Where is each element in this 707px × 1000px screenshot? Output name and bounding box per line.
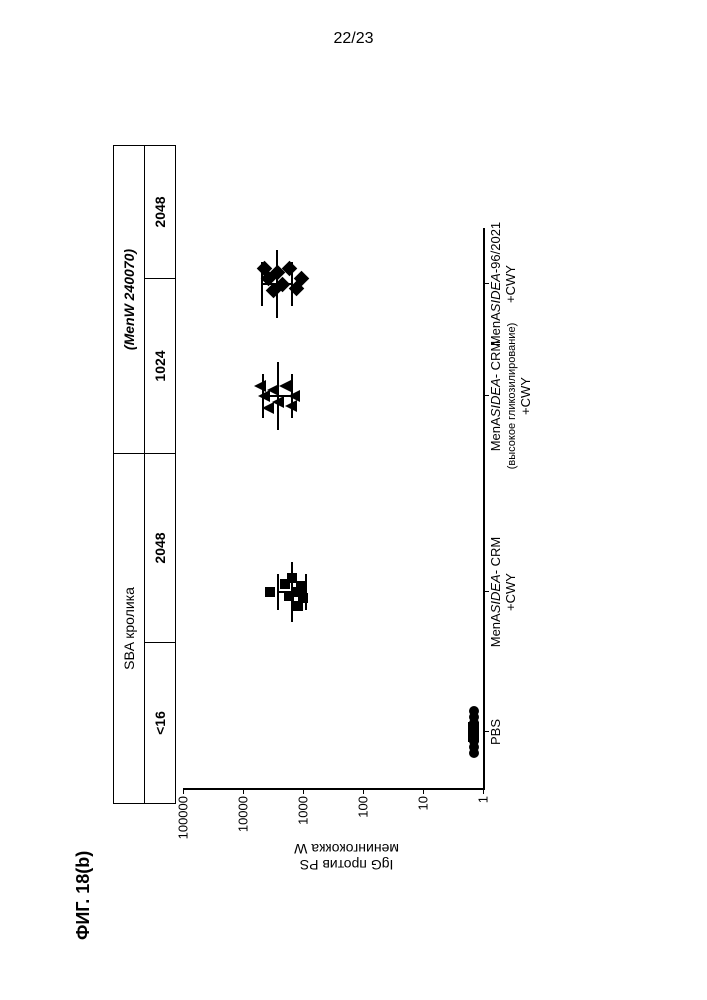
y-tick-label: 1 bbox=[476, 788, 491, 803]
y-tick-label: 1000 bbox=[296, 788, 311, 825]
sba-value: <16 bbox=[145, 643, 176, 804]
sba-table: SBA кролика(MenW 240070)<16204810242048 bbox=[113, 145, 176, 804]
rotated-content: ФИГ. 18(b) SBA кролика(MenW 240070)<1620… bbox=[73, 140, 633, 940]
plot-area: IgG против PSменингококка W 110100100010… bbox=[183, 228, 485, 790]
error-cap bbox=[261, 262, 263, 306]
error-bar bbox=[278, 591, 306, 593]
x-tick-label: MenASIDEA-96/2021+CWY bbox=[483, 222, 519, 346]
data-point bbox=[293, 601, 303, 611]
data-point bbox=[279, 380, 291, 392]
y-tick-label: 100000 bbox=[176, 788, 191, 839]
error-cap bbox=[477, 722, 479, 742]
error-cap bbox=[262, 374, 264, 418]
error-bar bbox=[263, 395, 292, 397]
sba-value: 2048 bbox=[145, 454, 176, 643]
sba-header-right: (MenW 240070) bbox=[114, 146, 145, 454]
page: 22/23 ФИГ. 18(b) SBA кролика(MenW 240070… bbox=[0, 0, 707, 1000]
page-number: 22/23 bbox=[0, 30, 707, 48]
error-cap bbox=[291, 262, 293, 306]
sba-value: 1024 bbox=[145, 279, 176, 454]
figure-label: ФИГ. 18(b) bbox=[73, 851, 94, 940]
y-tick-label: 10000 bbox=[236, 788, 251, 832]
canvas: ФИГ. 18(b) SBA кролика(MenW 240070)<1620… bbox=[73, 140, 633, 940]
error-cap bbox=[305, 574, 307, 610]
error-cap bbox=[277, 574, 279, 610]
y-tick-label: 100 bbox=[356, 788, 371, 818]
data-point bbox=[265, 587, 275, 597]
y-axis-label: IgG против PSменингококка W bbox=[294, 841, 399, 873]
sba-header-left: SBA кролика bbox=[114, 454, 145, 804]
x-tick-label: PBS bbox=[483, 719, 504, 745]
error-cap bbox=[468, 722, 470, 742]
y-tick-label: 10 bbox=[416, 788, 431, 810]
sba-value: 2048 bbox=[145, 146, 176, 279]
error-bar bbox=[262, 283, 292, 285]
data-point bbox=[280, 579, 290, 589]
error-cap bbox=[291, 374, 293, 418]
x-tick-label: MenASIDEA- CRM+CWY bbox=[483, 537, 519, 648]
